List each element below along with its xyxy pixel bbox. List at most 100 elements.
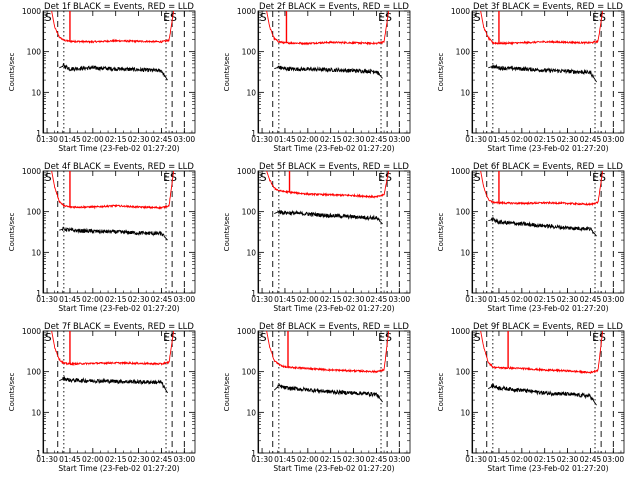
x-tick-label: 01:45 (274, 455, 296, 464)
x-tick-label: 01:45 (488, 455, 510, 464)
chart-panel-2: Det 2f BLACK = Events, RED = LLD 1 10 100 10… (223, 2, 411, 153)
x-tick-label: 01:30 (36, 455, 58, 464)
x-tick-label: 03:00 (174, 295, 196, 304)
y-tick-label: 10 (31, 88, 41, 97)
x-tick-label: 02:45 (580, 135, 602, 144)
y-tick-label: 1 (251, 289, 256, 298)
x-tick-label: 03:00 (603, 135, 625, 144)
chart-title: Det 3f BLACK = Events, RED = LLD (473, 2, 623, 12)
y-tick-label: 10 (31, 248, 41, 257)
y-axis-label: Counts/sec (8, 373, 16, 412)
x-tick-label: 02:30 (557, 135, 579, 144)
x-axis-label: Start Time (23-Feb-02 01:27:20) (273, 144, 394, 153)
y-axis-label: Counts/sec (437, 373, 445, 412)
x-tick-label: 01:45 (59, 455, 81, 464)
time-marker-label: ES (378, 171, 392, 184)
chart-panel-6: Det 6f BLACK = Events, RED = LLD 1 10 100 10… (437, 162, 625, 313)
series-events-line (274, 209, 383, 225)
x-tick-label: 03:00 (174, 135, 196, 144)
y-axis-label: Counts/sec (223, 373, 231, 412)
x-axis-label: Start Time (23-Feb-02 01:27:20) (58, 304, 179, 313)
chart-panel-5: Det 5f BLACK = Events, RED = LLD 1 10 100 10… (223, 162, 411, 313)
chart-title: Det 7f BLACK = Events, RED = LLD (44, 322, 194, 332)
y-tick-label: 10 (246, 408, 256, 417)
y-tick-label: 10 (31, 408, 41, 417)
x-tick-label: 02:30 (343, 135, 365, 144)
time-marker-label: S (260, 11, 267, 24)
x-tick-label: 01:30 (251, 455, 273, 464)
x-tick-label: 01:30 (36, 135, 58, 144)
time-marker-label: ES (163, 331, 177, 344)
x-axis-label: Start Time (23-Feb-02 01:27:20) (58, 144, 179, 153)
x-tick-label: 02:15 (105, 135, 127, 144)
chart-panel-9: Det 9f BLACK = Events, RED = LLD 1 10 100 10… (437, 322, 625, 473)
x-tick-label: 02:15 (534, 135, 556, 144)
time-marker-label: ES (378, 11, 392, 24)
time-marker-label: S (474, 11, 481, 24)
y-tick-label: 10 (246, 88, 256, 97)
chart-title: Det 2f BLACK = Events, RED = LLD (259, 2, 409, 12)
x-tick-label: 01:45 (488, 295, 510, 304)
x-tick-label: 02:45 (580, 455, 602, 464)
plot-frame (42, 170, 196, 294)
time-marker-label: ES (592, 171, 606, 184)
y-tick-label: 100 (27, 368, 42, 377)
y-tick-label: 1000 (237, 327, 256, 336)
x-tick-label: 03:00 (389, 455, 411, 464)
y-tick-label: 1000 (22, 7, 41, 16)
y-axis-label: Counts/sec (8, 53, 16, 92)
y-tick-label: 1 (465, 129, 470, 138)
plot-frame (471, 10, 625, 134)
plot-frame (471, 330, 625, 454)
x-tick-label: 02:00 (297, 295, 319, 304)
x-axis-label: Start Time (23-Feb-02 01:27:20) (487, 464, 608, 473)
y-tick-label: 10 (246, 248, 256, 257)
chart-panel-7: Det 7f BLACK = Events, RED = LLD 1 10 100 10… (8, 322, 196, 473)
x-tick-label: 02:30 (128, 295, 150, 304)
x-tick-label: 03:00 (389, 295, 411, 304)
y-tick-label: 100 (456, 48, 471, 57)
x-tick-label: 02:00 (297, 455, 319, 464)
plot-frame (42, 10, 196, 134)
plot-frame (257, 10, 411, 134)
y-tick-label: 100 (242, 368, 257, 377)
chart-panel-1: Det 1f BLACK = Events, RED = LLD 1 10 100 10… (8, 2, 196, 153)
y-tick-label: 1000 (237, 7, 256, 16)
x-tick-label: 01:45 (59, 295, 81, 304)
time-marker-label: S (260, 331, 267, 344)
x-tick-label: 02:00 (82, 295, 104, 304)
x-tick-label: 02:30 (128, 455, 150, 464)
plot-frame (257, 330, 411, 454)
x-tick-label: 02:30 (128, 135, 150, 144)
y-axis-label: Counts/sec (437, 213, 445, 252)
chart-panel-4: Det 4f BLACK = Events, RED = LLD 1 10 100 10… (8, 162, 196, 313)
series-events-line (488, 216, 597, 237)
y-tick-label: 1000 (451, 7, 470, 16)
x-tick-label: 02:00 (82, 455, 104, 464)
x-tick-label: 02:15 (534, 295, 556, 304)
y-axis-label: Counts/sec (8, 213, 16, 252)
time-marker-label: ES (378, 331, 392, 344)
x-tick-label: 01:30 (465, 455, 487, 464)
time-marker-label: S (474, 331, 481, 344)
series-events-line (59, 375, 168, 394)
x-tick-label: 02:00 (511, 455, 533, 464)
time-marker-label: S (45, 331, 52, 344)
series-lld-line (51, 330, 175, 367)
y-tick-label: 1000 (237, 167, 256, 176)
x-tick-label: 01:30 (465, 135, 487, 144)
time-marker-label: ES (592, 11, 606, 24)
x-tick-label: 02:45 (151, 295, 173, 304)
x-tick-label: 02:00 (511, 295, 533, 304)
x-tick-label: 02:00 (297, 135, 319, 144)
series-lld-line (266, 170, 390, 199)
x-tick-label: 03:00 (603, 295, 625, 304)
x-tick-label: 02:30 (343, 295, 365, 304)
x-tick-label: 02:15 (105, 455, 127, 464)
chart-title: Det 6f BLACK = Events, RED = LLD (473, 162, 623, 172)
series-lld-line (51, 10, 175, 44)
series-lld-line (266, 330, 390, 374)
x-tick-label: 02:00 (82, 135, 104, 144)
x-tick-label: 02:45 (366, 135, 388, 144)
